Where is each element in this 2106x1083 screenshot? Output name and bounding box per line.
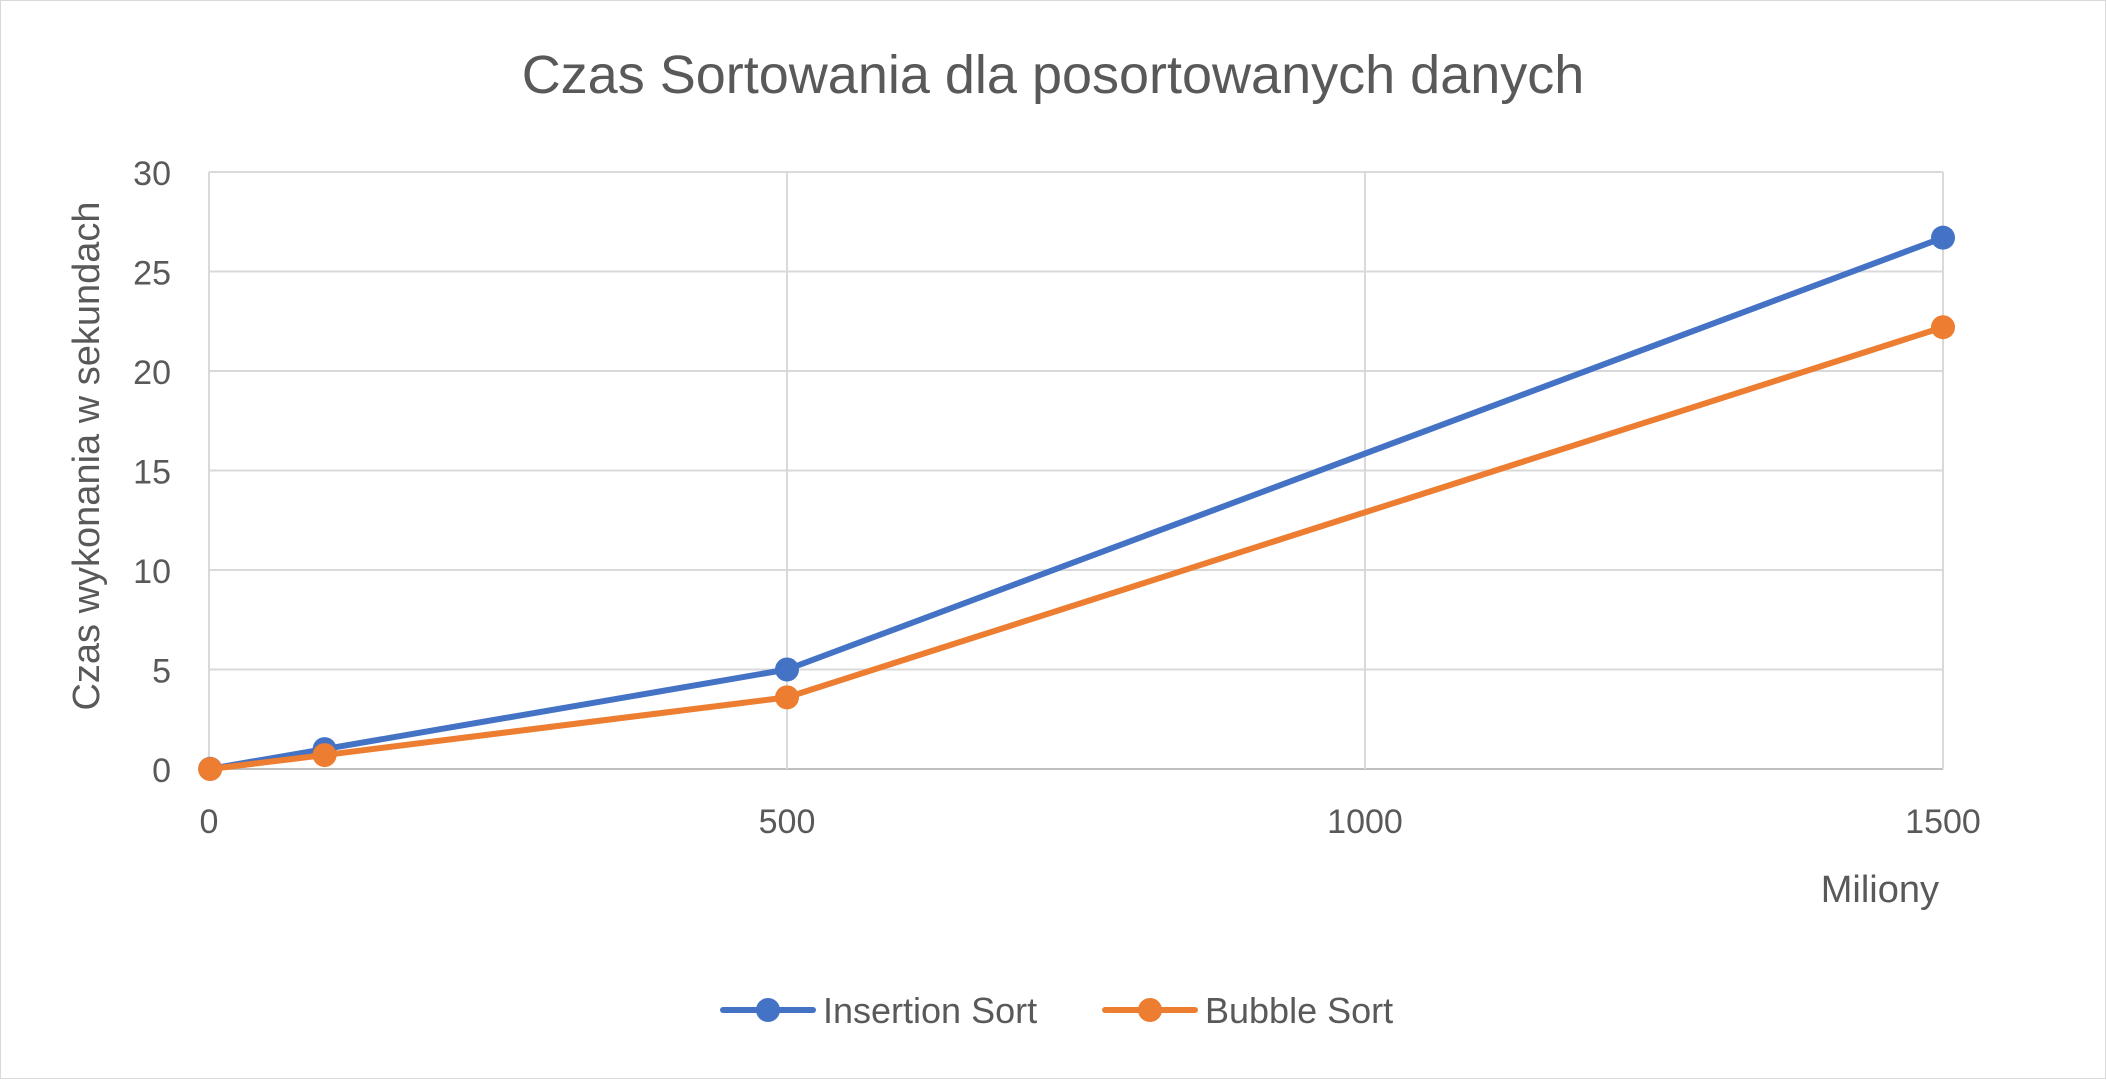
data-point: [775, 685, 799, 710]
legend-swatch-marker: [756, 998, 780, 1022]
y-tick-label: 25: [133, 255, 171, 293]
legend-item: Bubble Sort: [1102, 990, 1393, 1031]
legend-label: Bubble Sort: [1205, 990, 1393, 1031]
data-point: [1931, 225, 1955, 250]
legend-item: Insertion Sort: [720, 990, 1037, 1031]
data-point: [312, 743, 337, 768]
series-bubble-sort: [198, 315, 1955, 781]
y-tick-label: 20: [133, 354, 171, 392]
series-line: [207, 234, 1946, 772]
data-point: [775, 657, 799, 682]
chart-title: Czas Sortowania dla posortowanych danych: [522, 45, 1585, 105]
x-tick-label: 1000: [1327, 803, 1403, 841]
y-tick-label: 30: [133, 155, 171, 193]
series-line: [207, 324, 1946, 772]
legend: Insertion Sort Bubble Sort: [720, 990, 1393, 1031]
data-point: [198, 757, 223, 781]
x-axis-label: Miliony: [1821, 869, 1939, 911]
grid: [208, 171, 1944, 770]
data-point: [1931, 315, 1955, 340]
legend-label: Insertion Sort: [823, 990, 1037, 1031]
tick-labels: 0 5 10 15 20 25 30 0 500 1000 1500: [133, 155, 1981, 841]
series: [198, 225, 1955, 781]
y-tick-label: 5: [152, 653, 171, 691]
x-tick-label: 0: [200, 803, 219, 841]
series-insertion-sort: [198, 225, 1955, 781]
x-tick-label: 1500: [1905, 803, 1981, 841]
y-tick-label: 0: [152, 752, 171, 790]
x-tick-label: 500: [759, 803, 816, 841]
legend-swatch-marker: [1138, 998, 1162, 1022]
y-tick-label: 10: [133, 553, 171, 591]
y-axis-label: Czas wykonania w sekundach: [66, 201, 108, 710]
y-tick-label: 15: [133, 454, 171, 492]
